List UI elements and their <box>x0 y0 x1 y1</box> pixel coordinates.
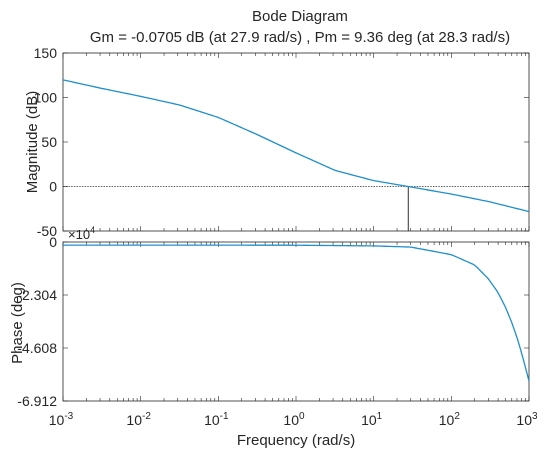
frequency-tick-base: 10 <box>361 412 377 428</box>
frequency-tick-label: 100 <box>283 411 305 428</box>
magnitude-y-tick-label: 0 <box>49 179 57 195</box>
frequency-tick-exponent: 0 <box>299 411 305 422</box>
chart-title: Bode Diagram <box>252 8 348 25</box>
magnitude-y-label: Magnitude (dB) <box>24 91 41 194</box>
phase-y-tick-label: 0 <box>49 234 57 250</box>
frequency-tick-exponent: -2 <box>142 411 151 422</box>
frequency-tick-base: 10 <box>283 412 299 428</box>
frequency-tick-label: 10-1 <box>204 411 229 428</box>
phase-y-tick-label: -2.304 <box>17 287 57 303</box>
frequency-tick-exponent: 3 <box>532 411 538 422</box>
frequency-tick-label: 10-3 <box>49 411 74 428</box>
frequency-tick-base: 10 <box>49 412 65 428</box>
phase-curve <box>63 244 530 382</box>
frequency-tick-base: 10 <box>439 412 455 428</box>
frequency-tick-base: 10 <box>204 412 220 428</box>
frequency-x-label: Frequency (rad/s) <box>237 432 355 449</box>
magnitude-panel: 150 100 50 0 -50 Magnitude (dB) <box>24 45 530 239</box>
phase-plot-area <box>62 241 530 402</box>
frequency-tick-base: 10 <box>516 412 532 428</box>
magnitude-y-tick-label: 150 <box>34 45 58 61</box>
phase-exponent-power: 4 <box>90 225 95 235</box>
frequency-tick-label: 102 <box>439 411 461 428</box>
magnitude-curve <box>62 79 530 213</box>
frequency-tick-label: 10-2 <box>126 411 151 428</box>
phase-y-label: Phase (deg) <box>9 282 26 364</box>
magnitude-y-tick-label: 50 <box>41 134 57 150</box>
chart-subtitle: Gm = -0.0705 dB (at 27.9 rad/s) , Pm = 9… <box>90 29 510 46</box>
frequency-tick-label: 103 <box>516 411 538 428</box>
magnitude-series <box>62 79 530 213</box>
phase-series <box>63 244 530 382</box>
magnitude-y-tick-label: 100 <box>34 90 58 106</box>
frequency-tick-exponent: 2 <box>454 411 460 422</box>
phase-y-tick-label: -4.608 <box>17 340 57 356</box>
phase-exponent-label: ×104 <box>68 225 95 242</box>
frequency-tick-exponent: -1 <box>220 411 229 422</box>
frequency-tick-base: 10 <box>126 412 142 428</box>
phase-y-tick-label: -6.912 <box>17 393 57 409</box>
magnitude-plot-area <box>62 52 530 232</box>
frequency-tick-exponent: 1 <box>377 411 383 422</box>
magnitude-y-tick-label: -50 <box>37 223 57 239</box>
magnitude-margin-markers <box>63 186 529 231</box>
frequency-tick-exponent: -3 <box>64 411 73 422</box>
frequency-tick-label: 101 <box>361 411 383 428</box>
phase-exponent-base: ×10 <box>68 227 90 242</box>
magnitude-axis-ticks: 150 100 50 0 -50 <box>34 45 530 239</box>
